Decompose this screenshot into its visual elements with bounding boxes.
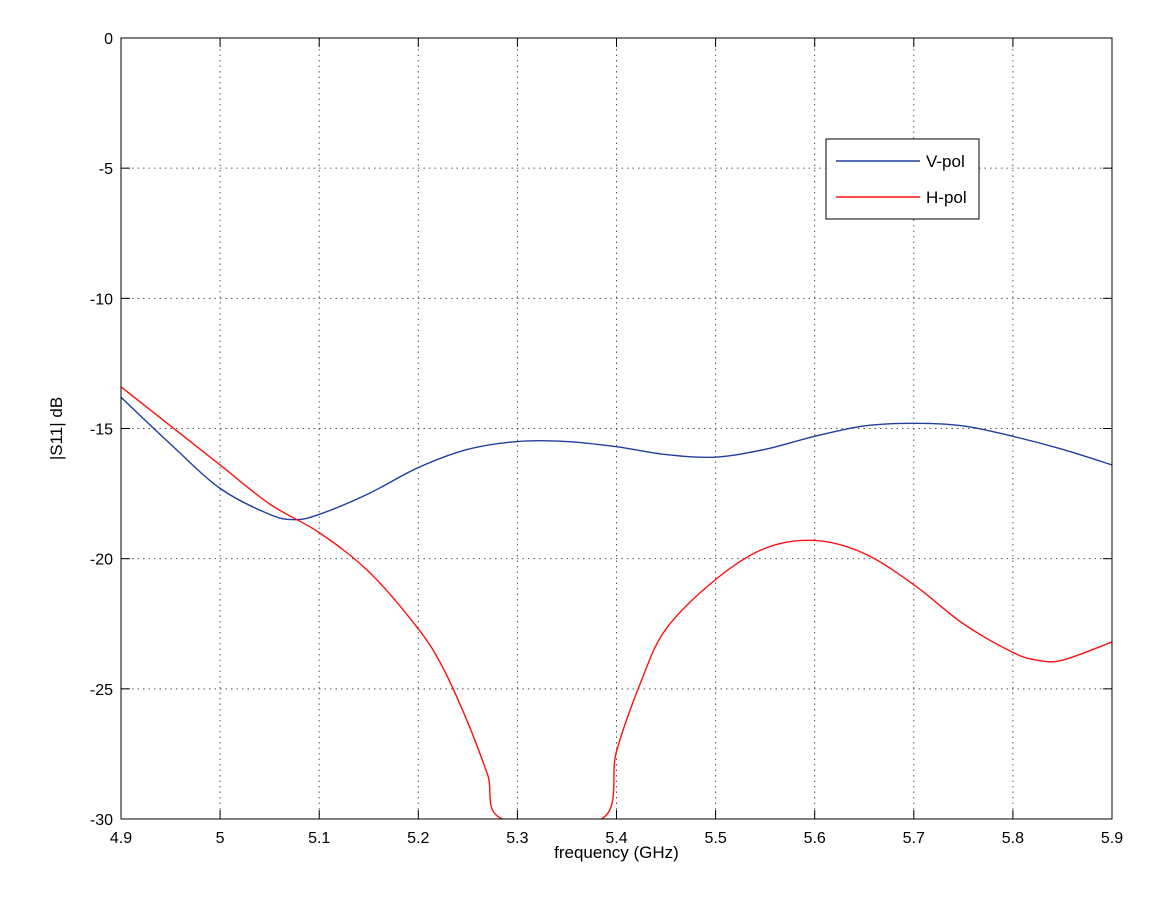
grid-lines [121, 38, 1112, 819]
y-tick-label: -5 [99, 161, 113, 178]
x-tick-label: 5.2 [407, 830, 429, 847]
y-axis-label: |S11| dB [47, 397, 66, 460]
y-tick-label: -30 [90, 812, 113, 829]
x-tick-label: 4.9 [110, 830, 132, 847]
legend-label-h-pol: H-pol [926, 188, 967, 207]
x-tick-label: 5.3 [506, 830, 528, 847]
x-tick-label: 5.4 [605, 830, 627, 847]
x-axis-label: frequency (GHz) [554, 843, 679, 862]
series-line-h-pol [121, 386, 1112, 819]
legend-box [825, 138, 980, 220]
y-tick-label: -25 [90, 682, 113, 699]
legend: V-pol H-pol [825, 138, 980, 220]
x-tick-label: 5.1 [308, 830, 330, 847]
y-axis-tick-labels: 0 -5 -10 -15 -20 -25 -30 [90, 31, 113, 829]
x-tick-label: 5.6 [804, 830, 826, 847]
series-lines [121, 386, 1112, 819]
y-tick-label: -20 [90, 552, 113, 569]
x-tick-label: 5.8 [1002, 830, 1024, 847]
x-tick-label: 5.5 [704, 830, 726, 847]
y-tick-label: 0 [104, 31, 113, 48]
x-tick-label: 5.9 [1101, 830, 1123, 847]
legend-label-v-pol: V-pol [926, 152, 965, 171]
x-tick-label: 5 [216, 830, 225, 847]
y-tick-label: -15 [90, 422, 113, 439]
x-tick-label: 5.7 [903, 830, 925, 847]
y-tick-label: -10 [90, 291, 113, 308]
x-axis-tick-labels: 4.9 5 5.1 5.2 5.3 5.4 5.5 5.6 5.7 5.8 5.9 [110, 830, 1123, 847]
axis-ticks [120, 37, 1113, 820]
series-line-v-pol [121, 396, 1112, 521]
